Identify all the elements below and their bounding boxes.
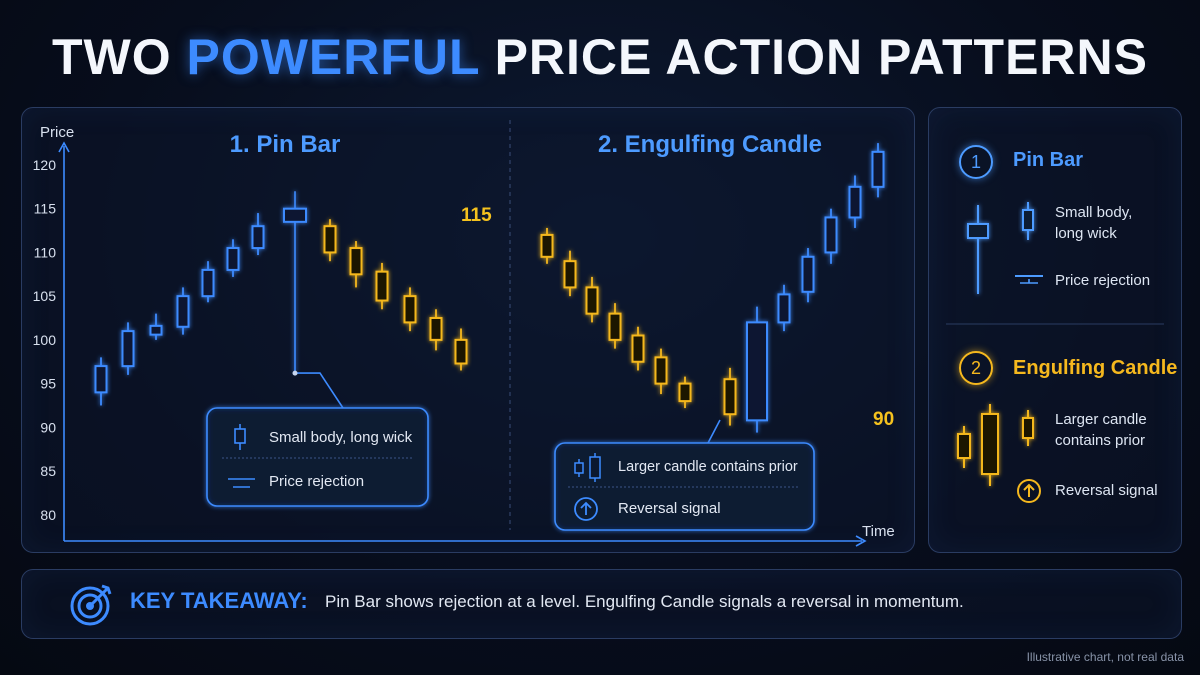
candle <box>801 248 815 303</box>
page-title: TWO POWERFUL PRICE ACTION PATTERNS <box>0 28 1200 86</box>
candle <box>563 250 577 297</box>
title-highlight: POWERFUL <box>186 29 480 85</box>
legend-engulf-desc2: contains prior <box>1055 432 1146 449</box>
engulf-number-badge: 2 <box>959 351 993 385</box>
candle <box>871 143 885 198</box>
y-tick-label: 105 <box>33 288 57 304</box>
candle <box>226 239 240 277</box>
legend-pin-desc1: Small body, <box>1055 204 1133 221</box>
candle <box>201 261 215 303</box>
candle <box>678 376 692 409</box>
candle <box>723 367 737 426</box>
x-axis-arrow <box>855 535 867 547</box>
footnote: Illustrative chart, not real data <box>1026 650 1184 664</box>
section-title-pin-bar: 1. Pin Bar <box>230 131 341 158</box>
y-tick-label: 95 <box>40 376 56 392</box>
legend-pin-desc2: long wick <box>1055 225 1117 242</box>
pin-callout-text-1: Small body, long wick <box>269 429 413 446</box>
level-label-115: 115 <box>461 205 492 226</box>
y-axis-arrow <box>58 141 70 153</box>
legend-engulf-desc3: Reversal signal <box>1055 482 1158 499</box>
y-tick-label: 115 <box>34 201 57 217</box>
candle <box>848 175 862 228</box>
engulfing-candle <box>746 306 768 433</box>
pin-number-badge: 1 <box>959 145 993 179</box>
target-icon <box>70 584 112 626</box>
legend-panel <box>928 107 1182 553</box>
takeaway-panel: KEY TAKEAWAY: Pin Bar shows rejection at… <box>21 569 1182 639</box>
candle <box>777 284 791 332</box>
candle <box>824 208 838 264</box>
y-tick-label: 120 <box>33 157 57 173</box>
section-title-engulfing: 2. Engulfing Candle <box>598 131 822 158</box>
callout-engulf-candles-icon <box>574 453 601 482</box>
y-tick-label: 85 <box>40 463 56 479</box>
title-part1: TWO <box>51 29 187 85</box>
candle <box>251 213 265 256</box>
legend-engulf-desc1: Larger candle <box>1055 411 1147 428</box>
pin-callout-box <box>206 407 429 507</box>
candle <box>323 219 337 262</box>
candle <box>631 326 645 371</box>
x-axis-label: Time <box>862 523 895 540</box>
legend-pin-desc3: Price rejection <box>1055 272 1151 289</box>
candle <box>94 357 108 406</box>
legend-engulf-title: Engulfing Candle <box>1013 357 1178 379</box>
engulf-callout-text-2: Reversal signal <box>618 500 721 517</box>
candle <box>454 328 468 371</box>
y-tick-label: 110 <box>34 244 57 260</box>
y-axis-label: Price <box>40 124 74 141</box>
candle <box>608 303 622 349</box>
pin-bar-candle <box>283 191 307 374</box>
callout-reversal-arrow-icon <box>574 497 598 521</box>
y-tick-label: 80 <box>40 507 56 523</box>
candle <box>429 309 443 351</box>
pin-callout-text-2: Price rejection <box>269 473 365 490</box>
candle <box>349 241 363 288</box>
legend-pin-title: Pin Bar <box>1013 149 1084 171</box>
engulf-callout-pointer <box>707 419 721 444</box>
title-part2: PRICE ACTION PATTERNS <box>479 29 1149 85</box>
takeaway-text: Pin Bar shows rejection at a level. Engu… <box>325 592 964 611</box>
callout-small-candle-icon <box>234 424 246 450</box>
candle <box>585 276 599 323</box>
engulf-callout-text-1: Larger candle contains prior <box>618 459 798 475</box>
level-label-90: 90 <box>873 409 894 430</box>
candle <box>654 348 668 395</box>
candle <box>176 287 190 335</box>
candle <box>375 262 389 310</box>
callout-rejection-icon <box>228 478 255 488</box>
candle <box>540 227 554 264</box>
pin-wick-dot <box>292 370 298 376</box>
pin-callout-pointer <box>295 372 344 409</box>
candle <box>149 313 163 340</box>
candle <box>121 322 135 375</box>
candle <box>403 287 417 332</box>
takeaway-label: KEY TAKEAWAY: <box>130 588 308 613</box>
y-tick-label: 90 <box>40 419 56 435</box>
y-tick-label: 100 <box>33 332 57 348</box>
